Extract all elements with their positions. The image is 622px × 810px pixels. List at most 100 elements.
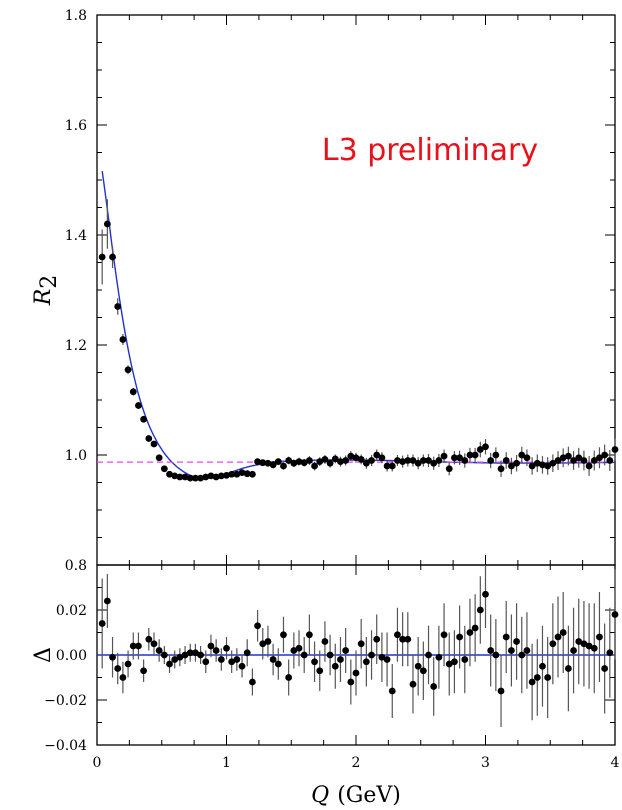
- lower-data-point: [305, 631, 313, 639]
- upper-data-point: [611, 446, 619, 453]
- lower-data-point: [192, 649, 199, 657]
- upper-data-point: [114, 303, 122, 310]
- lower-data-point: [207, 642, 215, 650]
- lower-data-point: [518, 651, 526, 659]
- upper-data-point: [513, 459, 520, 467]
- lower-data-point: [430, 683, 438, 690]
- lower-data-point: [399, 635, 407, 643]
- lower-data-point: [223, 644, 230, 652]
- lower-data-point: [352, 669, 360, 677]
- x-tick-label: 1: [222, 755, 231, 771]
- upper-data-point: [186, 474, 194, 482]
- upper-data-point: [596, 454, 603, 462]
- lower-data-point: [145, 635, 153, 643]
- lower-data-point: [103, 597, 111, 605]
- lower-data-point: [280, 631, 287, 639]
- upper-data-point: [311, 462, 318, 470]
- lower-data-point: [544, 674, 552, 681]
- upper-data-point: [295, 458, 303, 465]
- upper-data-point: [103, 220, 111, 228]
- upper-data-point: [249, 470, 256, 478]
- lower-data-point: [150, 640, 158, 648]
- upper-data-point: [166, 470, 173, 478]
- upper-data-point: [435, 457, 443, 464]
- upper-data-point: [533, 459, 541, 467]
- upper-data-point: [212, 473, 220, 481]
- upper-data-point: [347, 452, 355, 460]
- upper-data-point: [564, 452, 572, 460]
- lower-data-point: [290, 647, 298, 654]
- upper-data-point: [197, 474, 205, 482]
- y-axis-symbol: R: [31, 289, 56, 307]
- upper-data-point: [368, 457, 375, 464]
- lower-data-point: [316, 667, 324, 675]
- x-tick-label: 3: [481, 755, 490, 771]
- lower-data-point: [487, 647, 495, 654]
- upper-data-point: [140, 415, 148, 423]
- lower-data-point: [124, 660, 132, 668]
- lower-data-point: [166, 660, 173, 668]
- lower-data-point: [409, 680, 417, 688]
- x-axis-unit: (GeV): [337, 783, 401, 808]
- lower-data-point: [264, 638, 272, 645]
- upper-data-point: [590, 457, 598, 464]
- upper-data-point: [155, 454, 163, 462]
- upper-y-tick-label: 1.4: [65, 228, 87, 244]
- upper-data-point: [456, 454, 463, 462]
- upper-data-point: [357, 456, 365, 463]
- upper-data-point: [337, 458, 344, 465]
- upper-data-point: [502, 457, 510, 464]
- lower-data-point: [559, 629, 567, 636]
- upper-ticks: [96, 14, 616, 566]
- upper-data-point: [192, 474, 199, 482]
- lower-data-point: [233, 656, 241, 663]
- lower-data-point: [564, 665, 572, 672]
- lower-data-point: [497, 687, 505, 695]
- upper-y-tick-label: 1.6: [65, 118, 87, 134]
- upper-data-point: [373, 451, 381, 459]
- lower-data-point: [508, 647, 515, 654]
- upper-data-point: [383, 462, 391, 470]
- lower-data-point: [331, 662, 339, 670]
- upper-data-point: [176, 473, 184, 481]
- lower-y-tick-label: −0.04: [44, 738, 87, 754]
- lower-data-point: [456, 633, 463, 641]
- lower-data-point: [378, 653, 386, 661]
- lower-data-point: [513, 638, 520, 645]
- upper-y-axis-title: R2: [31, 275, 62, 307]
- upper-data-point: [466, 451, 474, 459]
- lower-data-point: [590, 644, 598, 652]
- lower-data-point: [394, 631, 401, 639]
- upper-data-points: [98, 199, 619, 482]
- upper-data-point: [559, 454, 567, 462]
- upper-data-point: [606, 457, 614, 464]
- upper-data-point: [124, 366, 132, 374]
- upper-data-point: [238, 469, 246, 476]
- lower-data-point: [533, 674, 541, 681]
- upper-data-point: [523, 454, 531, 462]
- upper-data-point: [476, 446, 484, 453]
- upper-data-point: [207, 472, 215, 480]
- lower-data-point: [471, 624, 479, 632]
- y-axis-subscript: 2: [37, 275, 62, 289]
- upper-data-point: [492, 451, 500, 459]
- lower-data-point: [300, 651, 308, 659]
- lower-data-point: [114, 665, 122, 672]
- lower-data-point: [482, 590, 489, 598]
- lower-data-point: [554, 633, 562, 641]
- upper-data-point: [98, 253, 106, 261]
- lower-data-point: [197, 651, 205, 659]
- lower-data-point: [295, 644, 303, 652]
- upper-data-point: [233, 470, 241, 478]
- lower-data-point: [357, 640, 365, 648]
- upper-data-point: [404, 457, 412, 464]
- upper-data-point: [305, 457, 313, 464]
- lower-data-point: [259, 640, 267, 648]
- upper-data-point: [285, 457, 293, 464]
- upper-y-tick-labels: 0.8 1.0 1.2 1.4 1.6 1.8: [65, 8, 87, 574]
- lower-data-point: [388, 687, 396, 695]
- upper-data-point: [326, 459, 334, 467]
- upper-data-point: [269, 461, 277, 469]
- upper-data-point: [440, 452, 448, 460]
- lower-data-point: [347, 678, 355, 686]
